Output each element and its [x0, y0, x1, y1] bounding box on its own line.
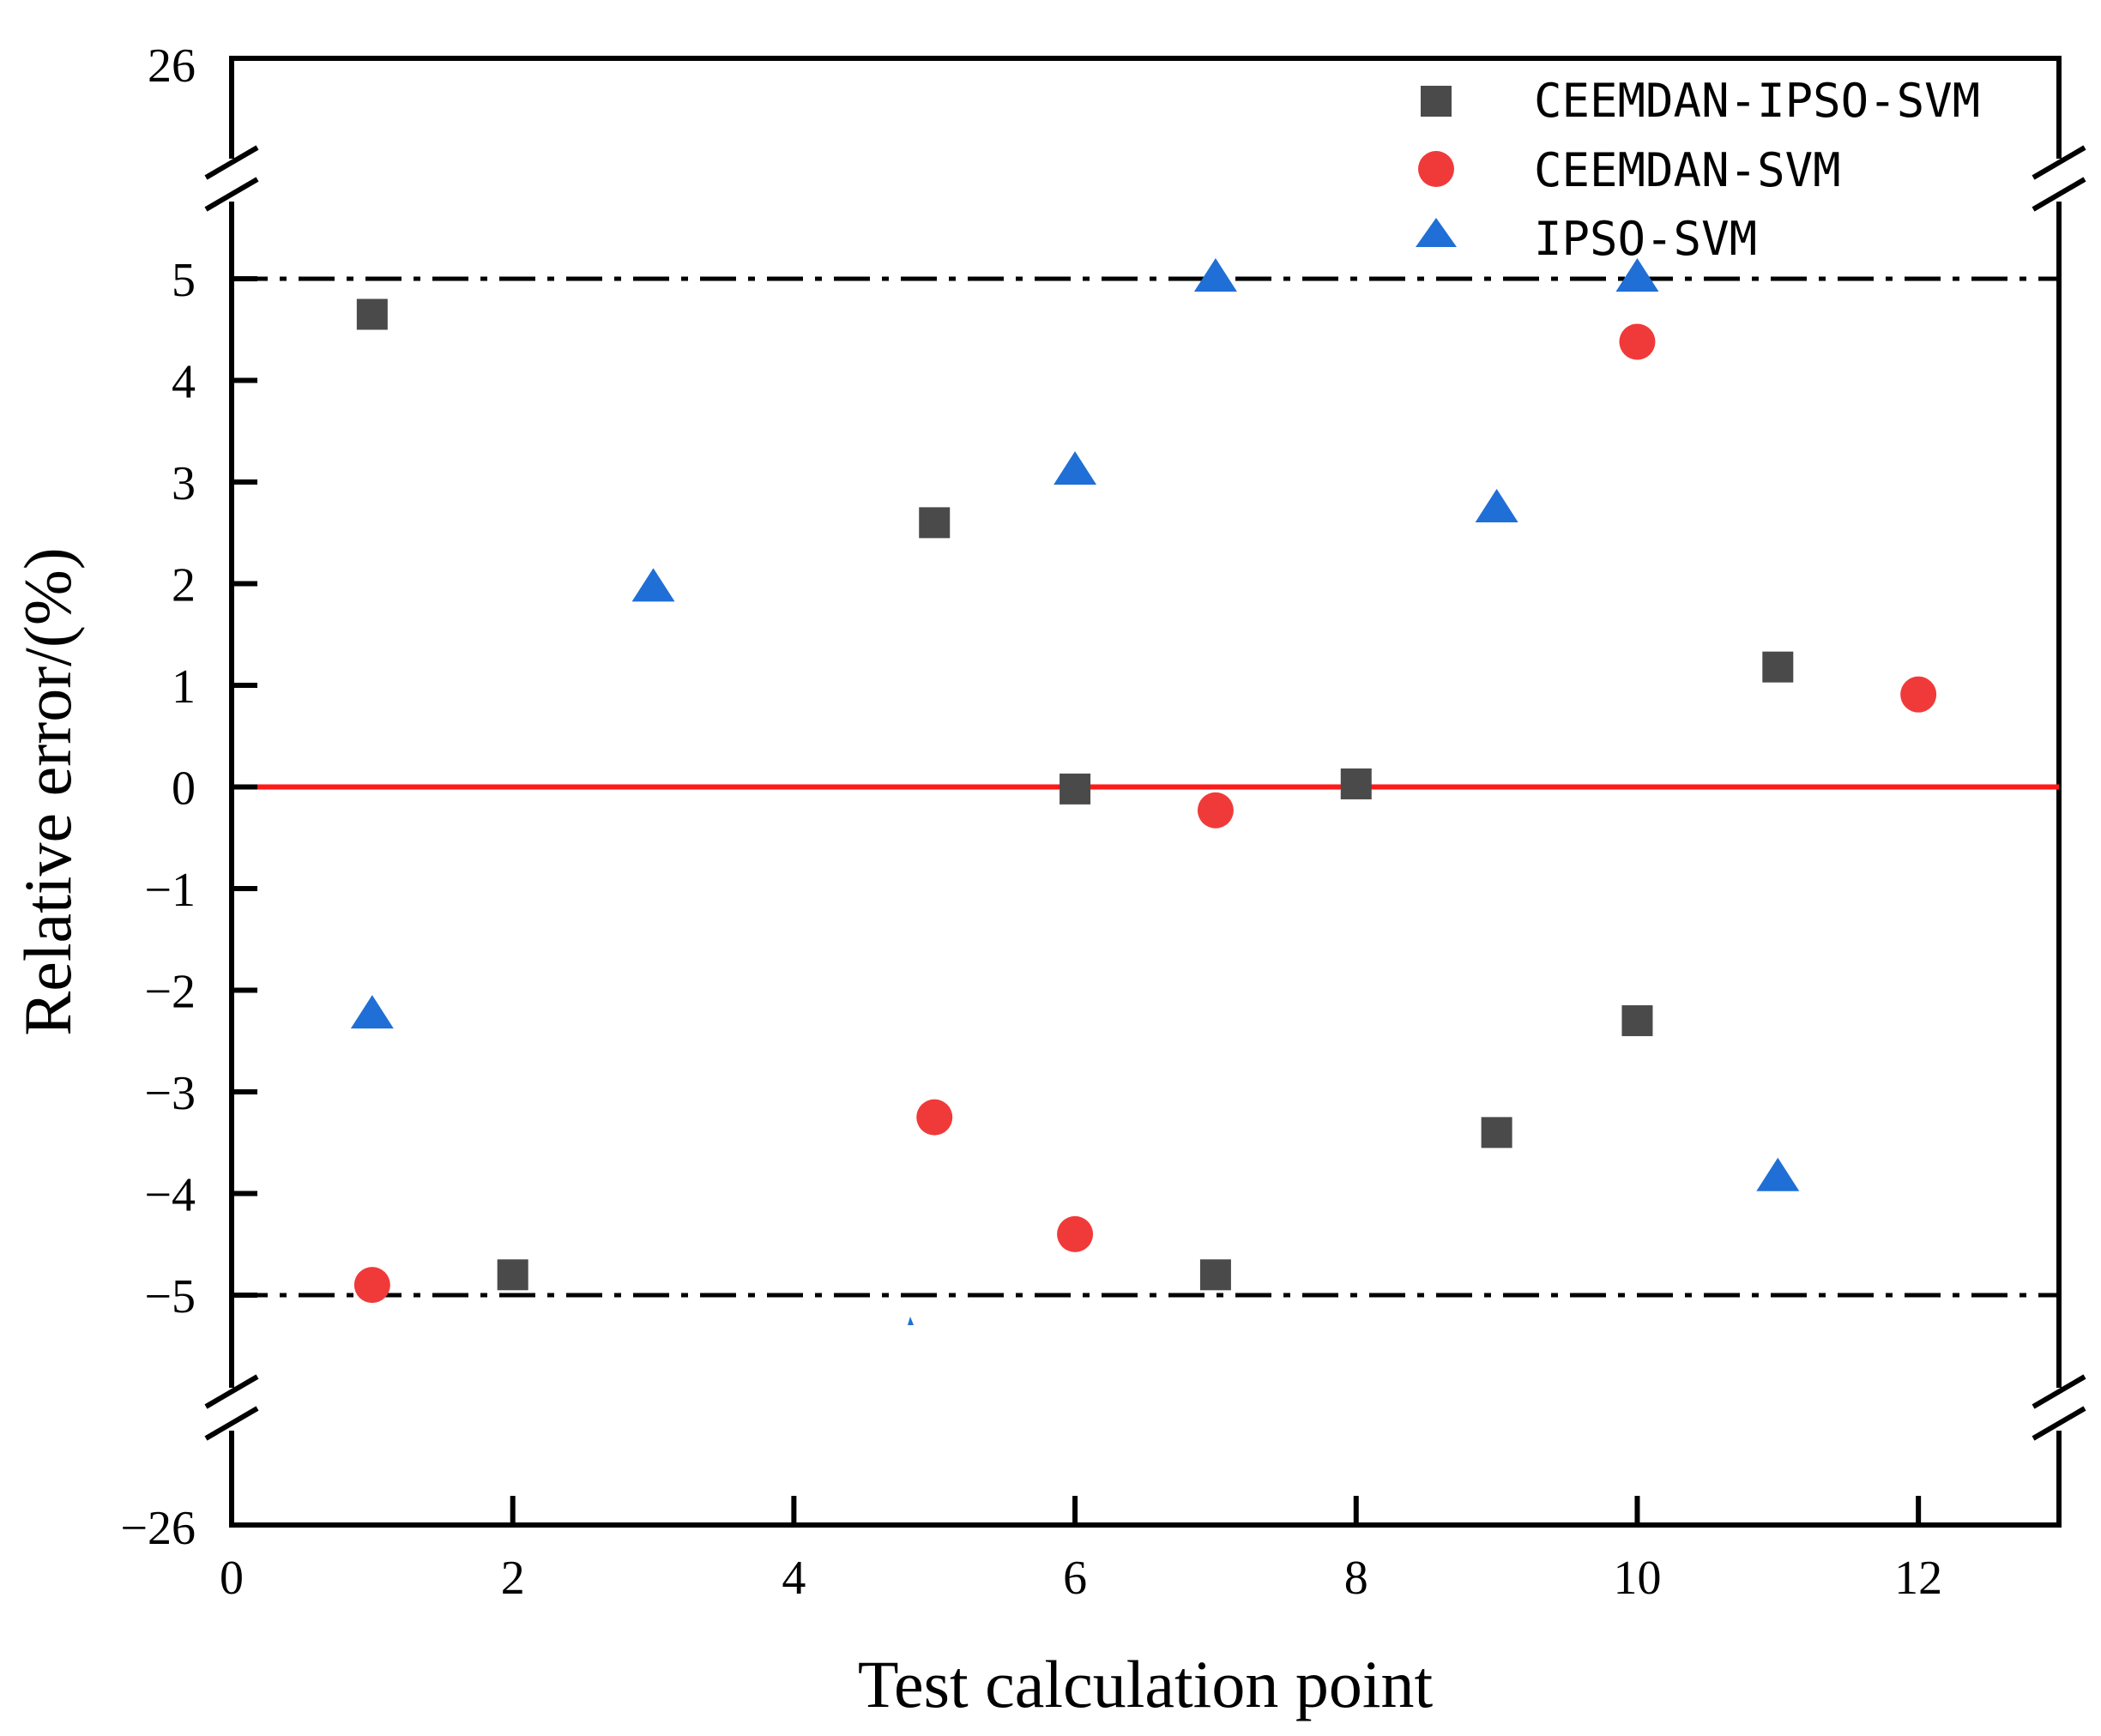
legend-symbol-square	[1421, 86, 1452, 117]
legend-label-ipso-svm: IPSO-SVM	[1534, 212, 1757, 266]
marker-fragment	[908, 1317, 914, 1325]
x-tick-label: 4	[782, 1552, 806, 1605]
data-point-triangle	[1054, 451, 1097, 485]
x-tick-label: 0	[220, 1552, 244, 1605]
x-tick-label: 8	[1344, 1552, 1368, 1605]
y-tick-label: 4	[172, 356, 196, 409]
y-tick-label: −2	[144, 966, 196, 1019]
data-point-square	[1481, 1117, 1512, 1148]
data-point-square	[356, 298, 388, 330]
y-axis-title: Relative error/(%)	[10, 547, 85, 1036]
x-axis-ticks: 0 2 4 6 8 10 12	[220, 1496, 1942, 1605]
data-point-square	[919, 507, 951, 539]
y-break-label-top: 26	[148, 39, 196, 93]
data-point-triangle	[1193, 258, 1237, 292]
x-tick-label: 10	[1613, 1552, 1661, 1605]
data-point-triangle	[1475, 488, 1518, 522]
y-axis-ticks: 5 4 3 2 1 0 −1 −2 −3 −4 −5	[144, 254, 257, 1323]
legend-label-ceemdan-svm: CEEMDAN-SVM	[1534, 143, 1841, 197]
data-markers	[350, 258, 1937, 1304]
data-point-circle	[1900, 676, 1937, 713]
y-tick-label: −4	[144, 1169, 196, 1222]
y-break-label-bottom: −26	[120, 1502, 196, 1555]
x-tick-label: 2	[501, 1552, 525, 1605]
legend-symbol-triangle	[1416, 218, 1457, 247]
data-point-circle	[1619, 323, 1656, 360]
y-tick-label: 3	[172, 457, 196, 510]
data-point-square	[1762, 651, 1794, 683]
x-axis-title: Test calculation point	[858, 1647, 1434, 1721]
data-point-circle	[916, 1099, 953, 1136]
data-point-square	[1340, 768, 1372, 799]
y-tick-label: −1	[144, 864, 196, 917]
y-tick-label: 1	[172, 660, 196, 714]
legend-symbol-circle	[1418, 151, 1454, 187]
plot-frame	[229, 56, 2062, 1528]
y-tick-label: 2	[172, 559, 196, 612]
data-point-square	[1621, 1005, 1653, 1037]
x-tick-label: 6	[1063, 1552, 1087, 1605]
data-point-circle	[1197, 792, 1234, 829]
data-point-circle	[1057, 1215, 1094, 1252]
data-point-square	[1199, 1259, 1231, 1291]
data-point-triangle	[350, 995, 394, 1029]
y-tick-label: −3	[144, 1067, 196, 1120]
x-tick-label: 12	[1894, 1552, 1942, 1605]
y-tick-label: 0	[172, 763, 196, 816]
y-tick-label: −5	[144, 1270, 196, 1323]
data-point-square	[1060, 773, 1091, 805]
data-point-triangle	[1615, 258, 1659, 292]
data-point-triangle	[1756, 1157, 1800, 1191]
legend-label-ceemdan-ipso-svm: CEEMDAN-IPSO-SVM	[1534, 74, 1980, 128]
y-tick-label: 5	[172, 254, 196, 307]
data-point-square	[497, 1259, 528, 1291]
legend: CEEMDAN-IPSO-SVM CEEMDAN-SVM IPSO-SVM	[1416, 74, 1980, 266]
data-point-circle	[353, 1267, 390, 1304]
data-point-triangle	[631, 568, 675, 602]
axis-break-marks	[204, 145, 2086, 1441]
